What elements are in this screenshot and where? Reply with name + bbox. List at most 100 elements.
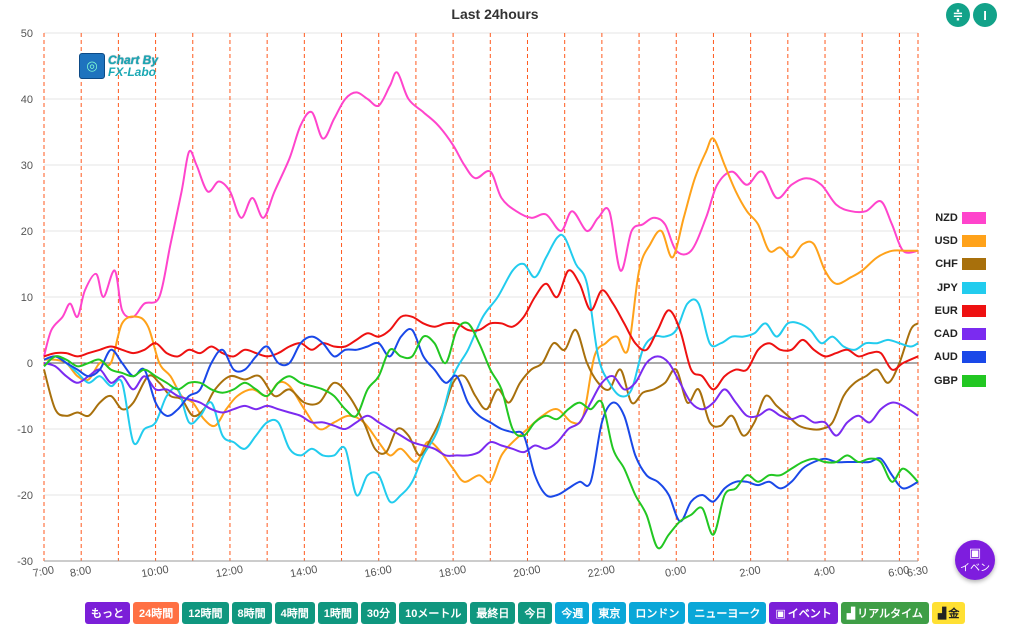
timeframe-button-8[interactable]: 最終日 [470, 602, 516, 624]
timeframe-button-5[interactable]: 1時間 [317, 602, 358, 624]
timeframe-button-14[interactable]: ▣ イベント [769, 602, 838, 624]
button-label: 最終日 [476, 608, 510, 620]
button-label: 今日 [524, 608, 547, 620]
legend-item-usd[interactable]: USD [934, 229, 986, 252]
button-label: ロンドン [635, 608, 680, 620]
watermark-logo: ◎ Chart By FX-Labo [79, 53, 158, 79]
collapse-vertical-icon[interactable]: ≑ [946, 3, 970, 27]
x-tick-label: 2:00 [739, 564, 762, 580]
legend-item-chf[interactable]: CHF [934, 253, 986, 276]
event-fab-label: イベン [960, 563, 990, 574]
button-icon: ▟ [846, 607, 856, 620]
chart-logo-icon: ◎ [79, 53, 105, 79]
y-tick-label: 50 [21, 28, 33, 40]
x-tick-label: 18:00 [438, 564, 467, 581]
button-label: 30分 [366, 608, 391, 620]
legend-label: CHF [935, 258, 958, 271]
x-tick-label: 4:00 [813, 564, 836, 580]
legend-item-gbp[interactable]: GBP [934, 369, 986, 392]
chart-title: Last 24hours [451, 6, 539, 22]
x-tick-label: 12:00 [215, 564, 244, 581]
legend-item-cad[interactable]: CAD [934, 322, 986, 345]
y-tick-label: -20 [17, 490, 33, 502]
x-tick-label: 6:30 [906, 564, 929, 580]
timeframe-button-9[interactable]: 今日 [518, 602, 553, 624]
series-lines [43, 71, 919, 550]
legend-swatch [961, 304, 986, 317]
button-icon: ▟ [937, 607, 947, 620]
button-label: 東京 [598, 608, 621, 620]
timeframe-button-0[interactable]: もっと [85, 602, 130, 624]
top-icon-group: ≑ I [946, 3, 997, 27]
legend-label: GBP [934, 374, 958, 387]
legend-label: AUD [934, 351, 958, 364]
button-label: 12時間 [188, 608, 223, 620]
legend-swatch [961, 258, 986, 271]
legend-swatch [961, 328, 986, 341]
x-tick-label: 7:00 [32, 564, 55, 580]
x-tick-label: 14:00 [289, 564, 318, 581]
legend-item-nzd[interactable]: NZD [934, 206, 986, 229]
legend-label: CAD [934, 328, 958, 341]
x-tick-labels: 7:00 8:00 10:00 12:00 14:00 16:00 18:00 20:00 22… [32, 564, 929, 581]
x-tick-label: 8:00 [69, 564, 92, 580]
legend-label: JPY [937, 281, 958, 294]
grid [44, 32, 918, 562]
timeframe-button-13[interactable]: ニューヨーク [688, 602, 767, 624]
button-label: もっと [91, 608, 124, 620]
event-floating-button[interactable]: ▣ イベン [955, 540, 995, 580]
series-line-eur [43, 269, 919, 391]
x-tick-label: 0:00 [664, 564, 687, 580]
y-tick-label: 30 [21, 160, 33, 172]
series-line-gbp [43, 321, 919, 550]
timeframe-button-16[interactable]: ▟ 金 [931, 602, 966, 624]
timeframe-button-6[interactable]: 30分 [360, 602, 397, 624]
legend-item-eur[interactable]: EUR [934, 299, 986, 322]
legend-item-aud[interactable]: AUD [934, 346, 986, 369]
timeframe-button-4[interactable]: 4時間 [274, 602, 315, 624]
line-chart: 7:00 8:00 10:00 12:00 14:00 16:00 18:00 20:00 22… [17, 28, 929, 581]
timeframe-button-2[interactable]: 12時間 [182, 602, 229, 624]
timeframe-button-12[interactable]: ロンドン [629, 602, 686, 624]
event-lines [43, 33, 919, 561]
button-label: 24時間 [139, 608, 174, 620]
series-line-cad [43, 355, 919, 457]
legend-item-jpy[interactable]: JPY [934, 276, 986, 299]
x-tick-label: 16:00 [364, 564, 393, 581]
button-label: 4時間 [280, 608, 309, 620]
legend-label: USD [934, 234, 958, 247]
timeframe-button-11[interactable]: 東京 [592, 602, 627, 624]
timeframe-button-10[interactable]: 今週 [555, 602, 590, 624]
watermark-line-1: Chart By [108, 53, 159, 67]
timeframe-button-1[interactable]: 24時間 [133, 602, 180, 624]
expand-vertical-icon[interactable]: I [973, 3, 997, 27]
legend-label: NZD [935, 211, 958, 224]
button-label: ニューヨーク [694, 608, 761, 620]
legend-swatch [961, 211, 986, 224]
timeframe-button-15[interactable]: ▟ リアルタイム [840, 602, 929, 624]
y-tick-label: 10 [21, 292, 33, 304]
legend-swatch [961, 351, 986, 364]
button-label: リアルタイム [857, 608, 923, 620]
y-tick-label: -30 [17, 556, 33, 568]
timeframe-button-bar: もっと 24時間 12時間 8時間 4時間 1時間 30分 10メートル 最終日 今日 今週 東京 ロン… [85, 602, 966, 624]
button-label: イベント [787, 608, 832, 620]
legend-label: EUR [934, 304, 958, 317]
y-tick-label: 20 [21, 226, 33, 238]
x-tick-label: 22:00 [587, 564, 616, 581]
x-tick-label: 6:00 [887, 564, 910, 580]
button-label: 8時間 [237, 608, 266, 620]
button-label: 1時間 [323, 608, 352, 620]
button-label: 今週 [561, 608, 584, 620]
watermark-text: Chart By FX-Labo [108, 54, 158, 78]
timeframe-button-3[interactable]: 8時間 [231, 602, 272, 624]
legend: NZD USD CHF JPY EUR CAD AUD GBP [934, 206, 986, 392]
calendar-icon: ▣ [968, 545, 982, 560]
legend-swatch [961, 374, 986, 387]
button-icon: ▣ [775, 607, 786, 620]
legend-swatch [961, 234, 986, 247]
timeframe-button-7[interactable]: 10メートル [399, 602, 468, 624]
watermark-line-2: FX-Labo [108, 65, 156, 79]
series-line-jpy [43, 233, 919, 504]
x-tick-label: 10:00 [140, 564, 169, 581]
